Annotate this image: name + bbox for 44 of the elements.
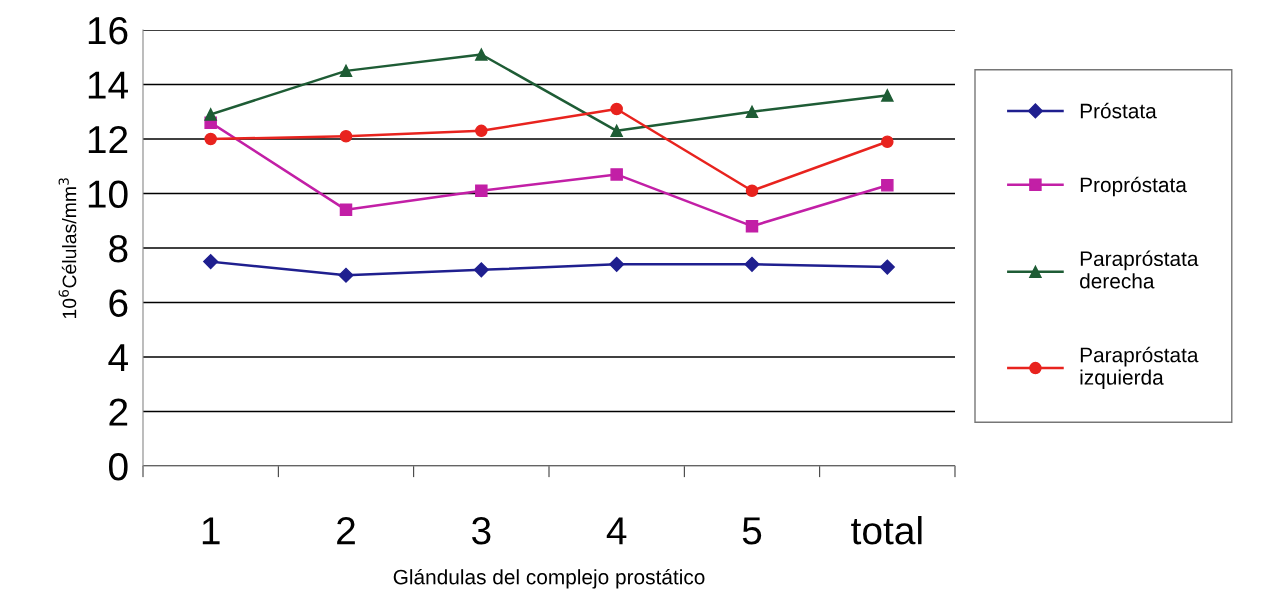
point (475, 48, 488, 61)
point (745, 184, 759, 198)
point (338, 267, 354, 283)
y-tick-label: 2 (109, 398, 128, 426)
y-tick-label: 4 (108, 344, 128, 372)
point (745, 105, 759, 119)
y-axis-title: 10$^{6}$Células/mm$^{3}$ (58, 178, 77, 319)
point (610, 168, 623, 181)
point (881, 179, 894, 192)
legend-label: Parapróstata derecha (1080, 250, 1199, 289)
point (339, 203, 353, 217)
y-tick-label: 16 (88, 16, 128, 45)
x-tick-label: 2 (337, 517, 355, 545)
point (475, 184, 488, 198)
y-tick-label: 14 (88, 71, 128, 99)
x-tick-label: 3 (472, 517, 491, 545)
y-tick-label: 8 (109, 234, 128, 263)
legend-label: Próstata (1080, 102, 1157, 119)
x-tick-label: total (851, 516, 922, 545)
point (475, 124, 488, 138)
point (744, 256, 760, 272)
point (339, 130, 353, 143)
point (204, 132, 217, 146)
point (203, 254, 219, 270)
point (609, 256, 625, 272)
point (610, 102, 623, 116)
point (881, 89, 894, 102)
y-tick-label: 6 (109, 289, 128, 317)
x-tick-label: 1 (202, 517, 220, 545)
y-tick-label: 12 (88, 125, 128, 154)
y-tick-label: 10 (88, 180, 128, 208)
legend-label: Propróstata (1080, 176, 1187, 197)
point (204, 108, 217, 121)
x-tick-label: 5 (742, 517, 762, 545)
x-tick-label: 4 (606, 517, 627, 545)
point (879, 259, 895, 275)
point (745, 219, 759, 233)
legend-label: Parapróstata izquierda (1080, 346, 1199, 389)
y-tick-label: 0 (109, 452, 128, 481)
point (339, 64, 353, 78)
point (473, 262, 489, 278)
point (881, 135, 894, 148)
point (610, 124, 623, 138)
x-axis-title: Glándulas del complejo prostático (393, 568, 705, 589)
